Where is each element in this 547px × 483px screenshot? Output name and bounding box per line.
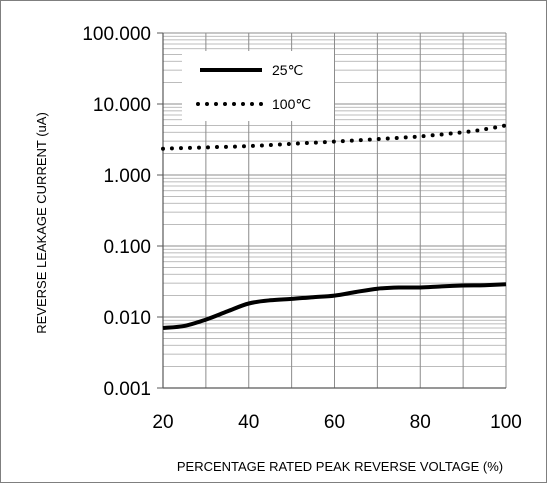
x-tick-label: 80 [410,412,431,433]
legend-label-25c: 25℃ [272,62,303,78]
series-line-25c [162,282,507,330]
x-tick-label: 20 [152,412,173,433]
x-tick-label: 60 [324,412,345,433]
x-axis-title: PERCENTAGE RATED PEAK REVERSE VOLTAGE (%… [177,459,503,474]
y-tick-label: 10.000 [93,95,151,116]
y-tick-label: 1.000 [103,166,151,187]
y-tick-label: 0.100 [103,237,151,258]
x-tick-labels: 20 40 60 80 100 [152,412,521,433]
legend-label-100c: 100℃ [272,96,311,112]
plot-area [157,32,506,389]
series-layer [161,123,508,330]
y-tick-label: 0.010 [103,308,151,329]
x-tick-label: 40 [238,412,259,433]
x-tick-label: 100 [490,412,522,433]
y-axis-title: REVERSE LEAKAGE CURRENT (uA) [34,112,49,334]
y-tick-label: 0.001 [103,379,151,400]
y-tick-labels: 0.001 0.010 0.100 1.000 10.000 100.000 [82,24,151,400]
y-tick-label: 100.000 [82,24,151,45]
legend-box [182,51,334,121]
legend: 25℃ 100℃ [182,51,334,121]
series-line-100c [161,123,508,151]
